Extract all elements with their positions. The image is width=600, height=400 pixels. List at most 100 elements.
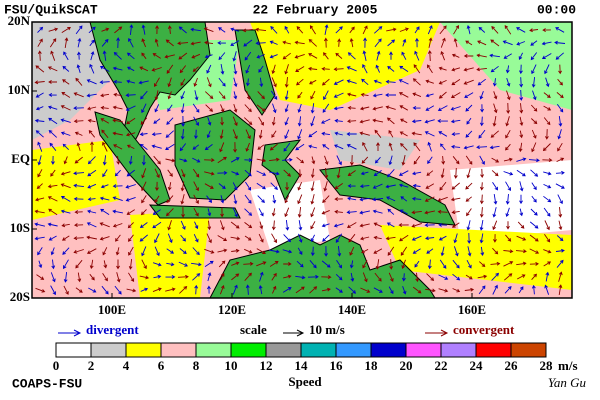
wind-arrow	[545, 271, 550, 282]
wind-arrow	[258, 129, 263, 139]
wind-arrow	[141, 52, 147, 60]
wind-arrow	[491, 25, 499, 34]
wind-arrow	[99, 66, 110, 72]
speed-patch	[32, 140, 120, 220]
wind-arrow	[543, 171, 552, 176]
wind-arrow	[243, 117, 253, 125]
wind-arrow	[127, 66, 135, 72]
wind-arrow	[424, 223, 435, 227]
wind-arrow	[192, 247, 200, 256]
wind-arrow	[530, 208, 538, 216]
wind-arrow	[154, 90, 159, 101]
wind-arrow	[114, 26, 123, 34]
land	[89, 22, 456, 298]
wind-arrow	[347, 196, 357, 201]
wind-arrow	[389, 259, 394, 270]
wind-arrow	[233, 91, 238, 100]
wind-arrow	[283, 274, 292, 279]
wind-arrow	[126, 209, 135, 215]
wind-arrow	[336, 259, 342, 269]
wind-arrow	[219, 220, 225, 231]
wind-arrow	[346, 92, 357, 97]
time-title: 00:00	[537, 2, 576, 17]
wind-arrow	[503, 53, 512, 59]
wind-arrow	[77, 272, 82, 283]
wind-arrow	[152, 262, 162, 267]
wind-arrow	[477, 274, 488, 279]
wind-arrow	[207, 272, 212, 282]
wind-arrow	[480, 104, 484, 113]
wind-arrow	[555, 52, 564, 60]
wind-arrow	[102, 247, 108, 256]
wind-arrow	[88, 287, 97, 293]
wind-arrow	[206, 64, 212, 74]
wind-arrow	[114, 169, 121, 177]
wind-arrow	[152, 53, 161, 59]
wind-arrow	[505, 129, 511, 139]
wind-arrow	[529, 28, 539, 33]
wind-arrow	[400, 246, 408, 256]
wind-arrow	[50, 247, 55, 256]
wind-arrow	[466, 117, 472, 125]
wind-arrow	[151, 67, 162, 72]
wind-arrow	[60, 171, 71, 176]
wind-arrow	[321, 223, 330, 228]
wind-arrow	[308, 39, 318, 47]
wind-arrow	[282, 249, 293, 254]
wind-arrow	[335, 233, 343, 243]
wind-arrow	[244, 208, 253, 216]
wind-arrow	[451, 79, 461, 86]
lon-label: 160E	[458, 302, 486, 317]
wind-arrow	[424, 210, 435, 215]
wind-arrow	[555, 183, 565, 189]
wind-arrow	[245, 78, 250, 87]
wind-arrow	[503, 157, 513, 162]
wind-arrow	[48, 208, 58, 216]
wind-arrow	[477, 78, 486, 86]
wind-arrow	[438, 131, 448, 137]
wind-arrow	[334, 131, 343, 136]
wind-arrow	[336, 168, 341, 179]
wind-arrow	[244, 194, 252, 204]
wind-arrow	[155, 181, 159, 191]
wind-arrow	[164, 54, 175, 59]
wind-arrow	[373, 79, 382, 84]
wind-arrow	[244, 235, 252, 241]
wind-arrow	[307, 274, 319, 279]
wind-arrow	[244, 222, 253, 229]
wind-arrow	[346, 66, 357, 72]
colorbar-tick-label: 12	[260, 358, 273, 373]
wind-arrow	[75, 287, 83, 293]
wind-arrow	[437, 196, 448, 202]
wind-arrow	[270, 25, 278, 34]
wind-arrow	[179, 248, 187, 255]
wind-arrow	[346, 222, 357, 229]
wind-arrow	[99, 236, 110, 241]
speed-patch	[32, 225, 120, 298]
convergent-arrow-head	[440, 329, 449, 337]
wind-arrow	[99, 80, 110, 85]
wind-arrow	[86, 248, 97, 254]
wind-arrow	[73, 183, 84, 188]
scale-label: scale	[240, 322, 267, 337]
land-new-guinea	[319, 164, 456, 226]
wind-arrow	[193, 234, 199, 243]
wind-arrow	[191, 262, 202, 267]
wind-arrow	[440, 37, 446, 48]
wind-arrow	[310, 246, 315, 257]
wind-arrow	[116, 259, 120, 270]
wind-arrow	[165, 39, 174, 47]
wind-arrow	[412, 106, 421, 110]
wind-arrow	[218, 91, 226, 100]
wind-arrow	[451, 53, 460, 58]
wind-arrow	[489, 53, 500, 58]
wind-arrow	[451, 210, 460, 215]
wind-arrow	[465, 155, 473, 165]
wind-arrow	[101, 27, 110, 32]
wind-arrow	[387, 39, 396, 47]
wind-arrow	[529, 248, 540, 254]
wind-arrows	[34, 24, 566, 296]
wind-arrow	[439, 181, 447, 191]
wind-arrow	[324, 24, 329, 35]
wind-arrow	[402, 286, 407, 295]
